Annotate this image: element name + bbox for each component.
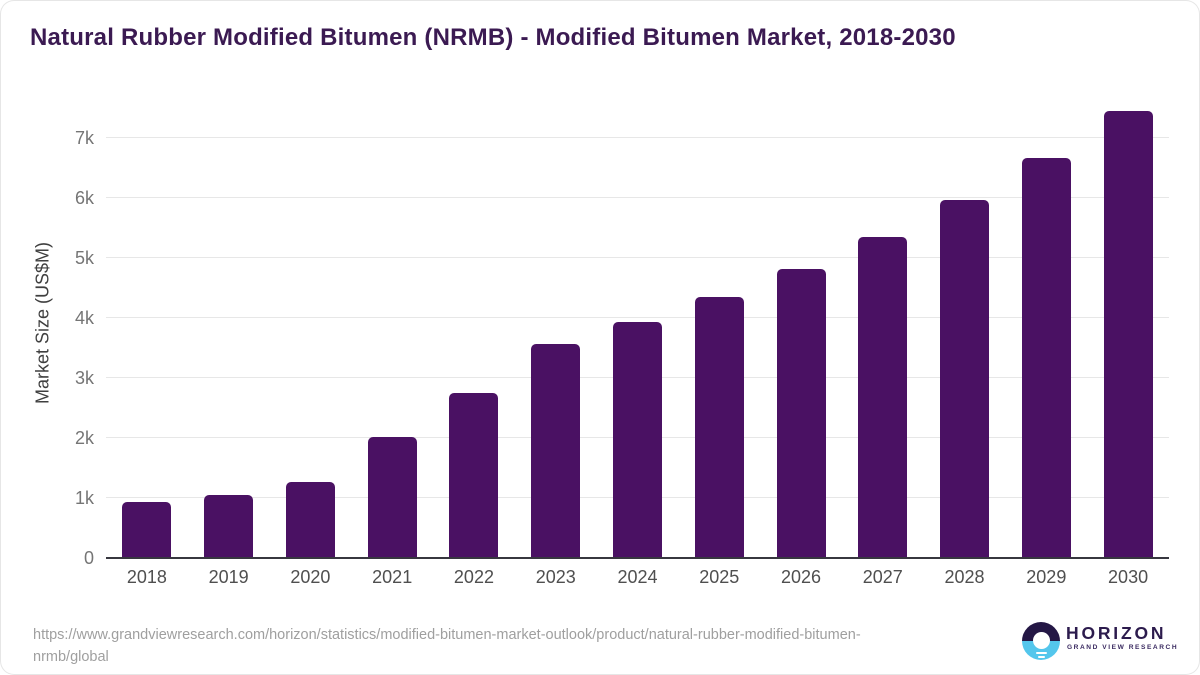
bar-slot-2025 [678, 97, 760, 557]
bar-2020[interactable] [285, 482, 335, 557]
bar-slot-2030 [1087, 97, 1169, 557]
bar-2024[interactable] [612, 322, 662, 557]
x-label-2020: 2020 [290, 567, 331, 587]
gridline-7k [106, 137, 1169, 138]
y-tick-5k: 5k [74, 248, 94, 268]
bar-slot-2024 [597, 97, 679, 557]
sun-icon [1032, 632, 1050, 649]
horizon-logo-icon [1022, 622, 1060, 660]
bar-slot-2020 [270, 97, 352, 557]
y-tick-3k: 3k [74, 368, 94, 388]
bar-2019[interactable] [204, 495, 254, 557]
bar-2030[interactable] [1103, 110, 1153, 557]
bar-series [106, 97, 1169, 557]
bar-2027[interactable] [858, 236, 908, 557]
x-label-2026: 2026 [780, 567, 822, 587]
x-label-2025: 2025 [699, 567, 740, 587]
x-label-2023: 2023 [535, 567, 576, 587]
gridline-6k [106, 197, 1169, 198]
bar-2021[interactable] [367, 437, 417, 557]
y-tick-7k: 7k [74, 128, 94, 148]
bar-2023[interactable] [531, 343, 581, 557]
y-tick-2k: 2k [74, 428, 94, 448]
bar-slot-2019 [188, 97, 270, 557]
y-tick-4k: 4k [74, 308, 94, 328]
x-axis-labels: 2018 2019 2020 2021 2022 2023 2024 2025 2026 2027… [106, 567, 1169, 588]
sun-reflection-icon [1035, 651, 1047, 655]
y-axis-ticks: 0 1k 2k 3k 4k 5k 6k 7k [34, 98, 94, 567]
bar-2028[interactable] [940, 200, 990, 557]
plot-area [106, 97, 1169, 559]
bar-2022[interactable] [449, 392, 499, 557]
x-label-2021: 2021 [372, 567, 413, 587]
x-label-2030: 2030 [1108, 567, 1149, 587]
x-label-2029: 2029 [1026, 567, 1067, 587]
bar-2025[interactable] [694, 296, 744, 557]
bar-2018[interactable] [122, 501, 172, 557]
bar-slot-2028 [924, 97, 1006, 557]
x-label-2022: 2022 [453, 567, 494, 587]
logo-subbrand-text: GRAND VIEW RESEARCH [1067, 643, 1179, 651]
x-label-2018: 2018 [126, 567, 167, 587]
bar-slot-2026 [760, 97, 842, 557]
bar-slot-2029 [1005, 97, 1087, 557]
gridline-4k [106, 317, 1169, 318]
sun-reflection-icon [1037, 655, 1045, 659]
chart-title: Natural Rubber Modified Bitumen (NRMB) -… [30, 24, 956, 51]
bar-2026[interactable] [776, 269, 826, 557]
source-url: https://www.grandviewresearch.com/horizo… [33, 625, 963, 668]
logo-brand-text: HORIZON [1066, 623, 1167, 643]
x-label-2019: 2019 [208, 567, 249, 587]
y-tick-0: 0 [83, 548, 94, 568]
x-label-2027: 2027 [862, 567, 903, 587]
bar-slot-2021 [351, 97, 433, 557]
bar-slot-2018 [106, 97, 188, 557]
source-url-line-1: https://www.grandviewresearch.com/horizo… [33, 627, 861, 643]
bar-slot-2022 [433, 97, 515, 557]
gridline-5k [106, 257, 1169, 258]
x-axis-line [106, 557, 1169, 559]
bar-slot-2027 [842, 97, 924, 557]
bar-slot-2023 [515, 97, 597, 557]
x-label-2028: 2028 [944, 567, 985, 587]
y-tick-6k: 6k [74, 188, 94, 208]
source-url-line-2: nrmb/global [33, 648, 109, 665]
brand-logo: HORIZON GRAND VIEW RESEARCH [1022, 622, 1182, 662]
bar-2029[interactable] [1021, 157, 1071, 557]
x-label-2024: 2024 [617, 567, 658, 587]
y-tick-1k: 1k [74, 488, 94, 508]
